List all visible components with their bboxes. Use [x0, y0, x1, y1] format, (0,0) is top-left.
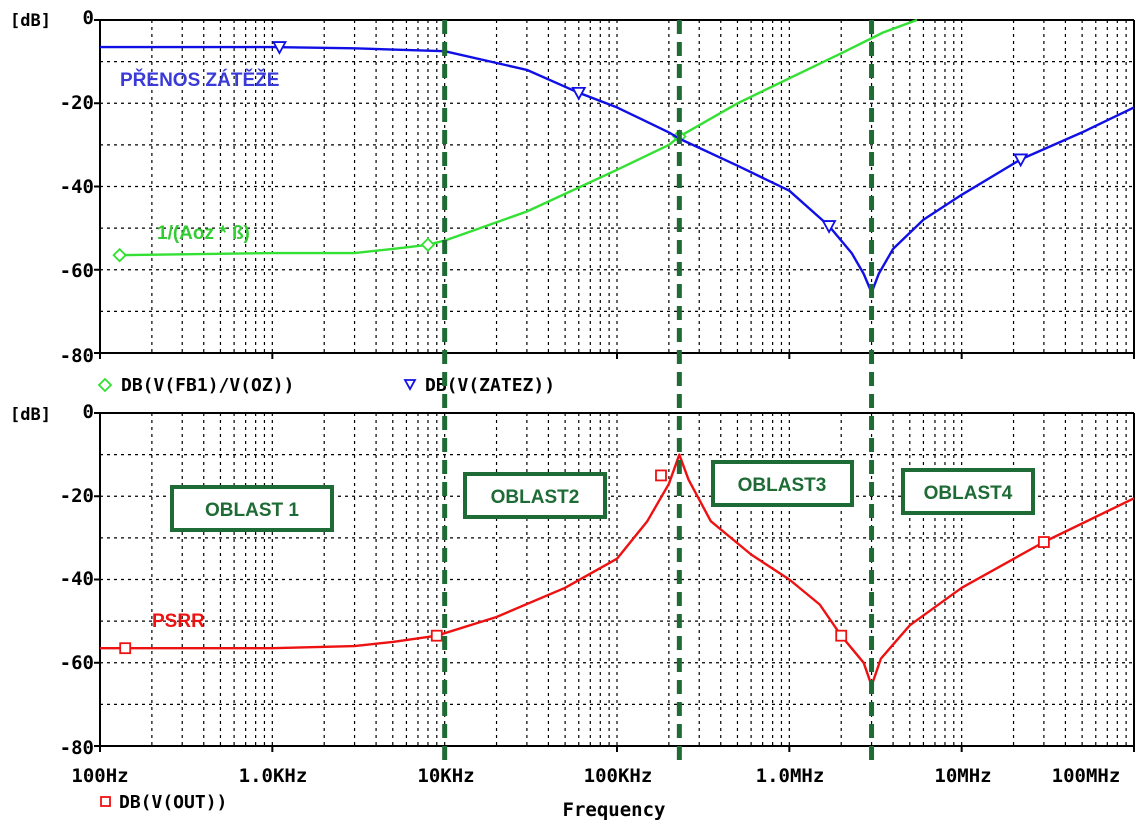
- bottom-legend: DB(V(OUT)): [100, 792, 227, 813]
- bottom-y-tick: -40: [60, 568, 94, 590]
- top-y-ticks: 0 -20 -40 -60 -80: [60, 7, 94, 367]
- bottom-y-axis-label: [dB]: [10, 405, 51, 425]
- bottom-y-tick: 0: [83, 401, 94, 423]
- series-line-blue: [100, 45, 1135, 294]
- square-marker: [119, 642, 132, 655]
- diamond-marker: [420, 237, 436, 253]
- x-axis-ticks: 100Hz 1.0KHz 10KHz 100KHz 1.0MHz 10MHz 1…: [71, 765, 1120, 787]
- bottom-y-ticks: 0 -20 -40 -60 -80: [60, 401, 94, 759]
- region-label-4: OBLAST4: [901, 468, 1035, 515]
- square-marker-icon: [100, 796, 111, 807]
- psrr-annotation: PSRR: [152, 611, 205, 632]
- bottom-y-tick: -80: [60, 737, 94, 759]
- x-tick: 100Hz: [71, 765, 128, 787]
- top-series-group: [100, 18, 1135, 294]
- legend-load-series: DB(V(ZATEZ)): [425, 375, 555, 396]
- region-label-2: OBLAST2: [463, 472, 607, 519]
- diamond-marker-icon: [97, 377, 113, 393]
- triangle-marker: [1013, 153, 1029, 168]
- square-marker: [835, 629, 848, 642]
- top-y-tick: -40: [60, 176, 94, 198]
- top-panel: 0 -20 -40 -60 -80 [dB] PŘENOS ZÁTĚŽE 1/(…: [10, 7, 1135, 396]
- square-marker: [655, 469, 667, 482]
- bottom-series-group: [100, 453, 1135, 687]
- region-label-3: OBLAST3: [711, 460, 854, 507]
- region-label-1-text: OBLAST 1: [205, 500, 299, 521]
- series-line-green: [119, 18, 918, 257]
- top-y-tick: -60: [60, 260, 94, 282]
- top-legend: DB(V(FB1)/V(OZ)) DB(V(ZATEZ)): [97, 375, 555, 396]
- triangle-marker: [271, 41, 287, 55]
- bottom-y-tick: -60: [60, 652, 94, 674]
- top-y-tick: -20: [60, 92, 94, 114]
- x-tick: 100KHz: [584, 765, 653, 787]
- triangle-down-marker-icon: [403, 379, 417, 391]
- top-y-axis-label: [dB]: [10, 11, 51, 31]
- x-tick: 1.0MHz: [756, 765, 825, 787]
- triangle-marker: [821, 220, 837, 234]
- x-tick: 1.0KHz: [239, 765, 308, 787]
- region-label-3-text: OBLAST3: [738, 475, 827, 496]
- x-axis-label: Frequency: [563, 799, 666, 821]
- region-label-4-text: OBLAST4: [924, 483, 1013, 504]
- square-marker: [430, 629, 443, 642]
- x-tick: 100MHz: [1052, 765, 1121, 787]
- region-label-2-text: OBLAST2: [491, 487, 580, 508]
- bottom-y-tick: -20: [60, 485, 94, 507]
- region-boundaries: [442, 20, 875, 762]
- top-y-tick: 0: [83, 7, 94, 29]
- x-tick: 10MHz: [934, 765, 991, 787]
- top-y-tick: -80: [60, 345, 94, 367]
- top-grid: [94, 19, 1135, 359]
- load-transfer-annotation: PŘENOS ZÁTĚŽE: [120, 69, 279, 91]
- series-line-red: [100, 453, 1135, 687]
- square-marker: [1037, 536, 1050, 548]
- feedback-annotation: 1/(Aoz * ß): [157, 223, 250, 244]
- region-label-1: OBLAST 1: [170, 485, 334, 532]
- legend-feedback-series: DB(V(FB1)/V(OZ)): [121, 375, 294, 396]
- legend-out-series: DB(V(OUT)): [119, 792, 227, 813]
- region-labels: OBLAST 1 OBLAST2 OBLAST3 OBLAST4: [170, 460, 1035, 532]
- triangle-marker: [571, 86, 587, 101]
- diamond-marker: [112, 247, 127, 263]
- x-tick: 10KHz: [417, 765, 474, 787]
